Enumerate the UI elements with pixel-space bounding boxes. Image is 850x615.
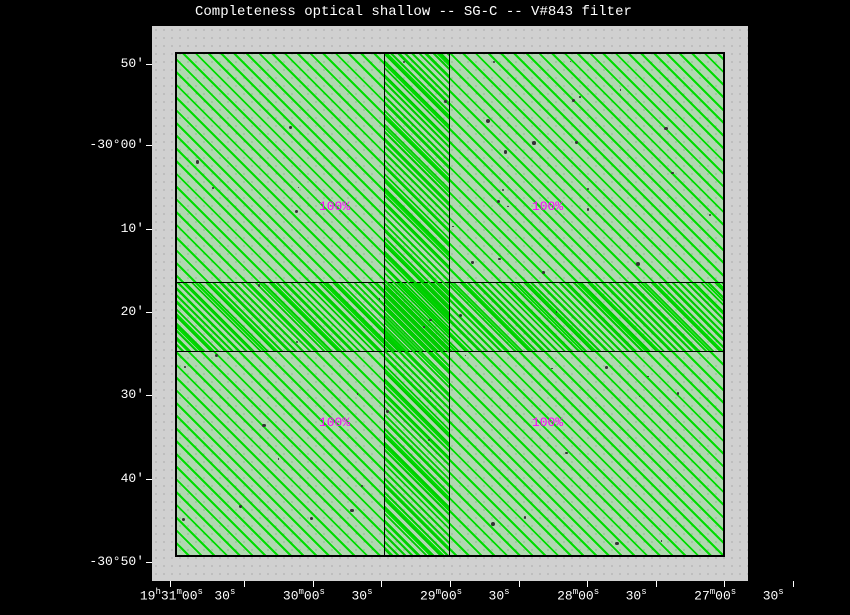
y-axis-label: 10': [64, 221, 144, 236]
star-point: [289, 126, 292, 129]
y-tick: [146, 562, 152, 563]
x-tick: [381, 581, 382, 587]
star-point: [452, 226, 453, 227]
star-point: [677, 392, 679, 394]
x-axis-label: 30s: [351, 587, 372, 603]
completeness-percent-label: 100%: [532, 415, 563, 430]
y-tick: [146, 312, 152, 313]
x-axis-label: 27m00s: [694, 587, 736, 603]
completeness-percent-label: 100%: [319, 415, 350, 430]
star-point: [350, 509, 353, 512]
star-point: [504, 150, 508, 154]
star-point: [444, 100, 447, 103]
star-point: [262, 424, 266, 428]
star-point: [471, 261, 473, 263]
plot-area: 100% 100% 100% 100%: [175, 52, 725, 557]
star-point: [605, 366, 608, 369]
x-tick: [793, 581, 794, 587]
y-axis-label: -30°50': [64, 554, 144, 569]
x-tick: [656, 581, 657, 587]
y-axis-label: 40': [64, 471, 144, 486]
y-tick: [146, 395, 152, 396]
x-axis-label: 29m00s: [420, 587, 462, 603]
x-tick: [313, 581, 314, 587]
y-axis-label: -30°00': [64, 137, 144, 152]
y-tick: [146, 229, 152, 230]
x-tick: [170, 581, 171, 587]
completeness-percent-label: 100%: [319, 199, 350, 214]
x-axis-label: 30s: [214, 587, 235, 603]
y-tick: [146, 479, 152, 480]
overlap-band-vertical: [384, 54, 450, 555]
star-point: [572, 99, 575, 102]
y-axis-label: 30': [64, 387, 144, 402]
star-point: [423, 326, 425, 328]
star-point: [664, 127, 667, 130]
star-point: [493, 61, 495, 63]
x-tick: [587, 581, 588, 587]
x-tick: [244, 581, 245, 587]
x-axis-label: 28m00s: [557, 587, 599, 603]
star-point: [579, 96, 581, 98]
star-point: [486, 119, 490, 123]
star-point: [565, 452, 568, 455]
overlap-band-horizontal: [177, 282, 723, 352]
y-tick: [146, 64, 152, 65]
x-tick: [450, 581, 451, 587]
star-point: [184, 366, 186, 368]
star-point: [661, 540, 662, 541]
plot-title: Completeness optical shallow -- SG-C -- …: [195, 4, 632, 20]
star-point: [215, 354, 218, 357]
star-point: [639, 396, 640, 397]
star-point: [542, 271, 545, 274]
x-axis-label: 30m00s: [283, 587, 325, 603]
y-tick: [146, 145, 152, 146]
star-point: [647, 376, 648, 377]
star-point: [403, 61, 405, 63]
x-axis-label: 30s: [489, 587, 510, 603]
x-tick: [724, 581, 725, 587]
star-point: [429, 319, 431, 321]
x-tick: [519, 581, 520, 587]
star-point: [196, 160, 199, 163]
x-axis-label: 30s: [626, 587, 647, 603]
y-axis-label: 50': [64, 56, 144, 71]
star-point: [386, 410, 388, 412]
star-point: [524, 516, 527, 519]
x-axis-label: 30s: [763, 587, 784, 603]
completeness-percent-label: 100%: [532, 199, 563, 214]
x-axis-label: 19h31m00s: [140, 587, 203, 603]
star-point: [491, 522, 495, 526]
star-point: [428, 439, 430, 441]
y-axis-label: 20': [64, 304, 144, 319]
star-point: [532, 141, 536, 145]
